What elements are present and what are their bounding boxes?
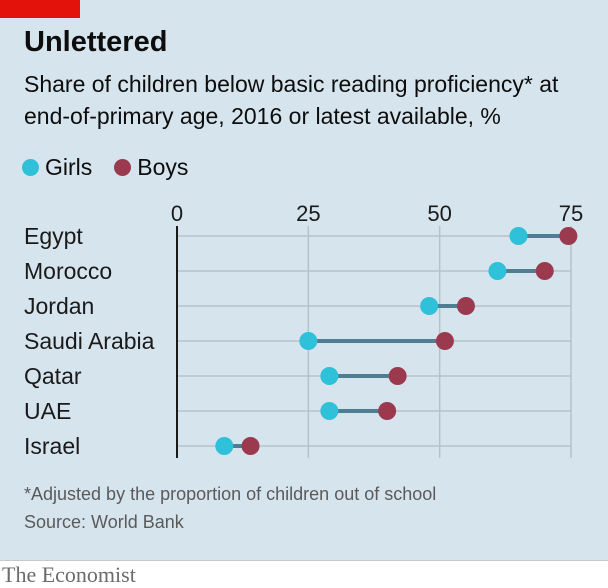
boys-point: [456, 297, 475, 315]
girls-point: [320, 402, 339, 420]
boys-point: [435, 332, 454, 350]
legend: Girls Boys: [22, 152, 210, 182]
category-label: Israel: [24, 433, 80, 459]
category-label: UAE: [24, 398, 71, 424]
dumbbell-chart: 0 25 50 75 Egypt Morocco Jordan Saudi Arabia Qat…: [24, 201, 583, 459]
category-label: Saudi Arabia: [24, 328, 155, 354]
category-label: Jordan: [24, 293, 94, 319]
legend-item-girls: Girls: [22, 154, 92, 181]
legend-girls-label: Girls: [45, 153, 93, 180]
category-label: Morocco: [24, 258, 112, 284]
footnote-block: *Adjusted by the proportion of children …: [24, 480, 436, 536]
category-label: Qatar: [24, 363, 82, 389]
girls-point: [488, 262, 507, 280]
source-note: Source: World Bank: [24, 512, 184, 532]
boys-point: [388, 367, 407, 385]
girls-point: [215, 437, 234, 455]
chart-subtitle: Share of children below basic reading pr…: [24, 71, 559, 129]
girls-point: [420, 297, 439, 315]
x-tick-label: 25: [296, 201, 320, 226]
girls-point: [320, 367, 339, 385]
legend-item-boys: Boys: [114, 154, 188, 181]
boys-point: [378, 402, 397, 420]
girls-point: [509, 227, 528, 245]
chart-title: Unlettered: [24, 26, 168, 58]
boys-point: [559, 227, 578, 245]
category-label: Egypt: [24, 223, 83, 249]
red-tag-bar: [0, 0, 80, 18]
legend-boys-label: Boys: [137, 153, 189, 180]
boys-point: [535, 262, 554, 280]
x-tick-label: 0: [171, 201, 183, 226]
footnote: *Adjusted by the proportion of children …: [24, 484, 437, 504]
brand-name: The Economist: [2, 562, 136, 587]
boys-point: [241, 437, 260, 455]
girls-point: [299, 332, 318, 350]
chart-panel: Unlettered Share of children below basic…: [0, 0, 608, 560]
x-tick-label: 50: [427, 201, 451, 226]
legend-girls-dot-icon: [22, 158, 39, 176]
brand-bar: The Economist: [0, 560, 608, 587]
legend-boys-dot-icon: [114, 158, 132, 176]
x-tick-label: 75: [559, 201, 583, 226]
